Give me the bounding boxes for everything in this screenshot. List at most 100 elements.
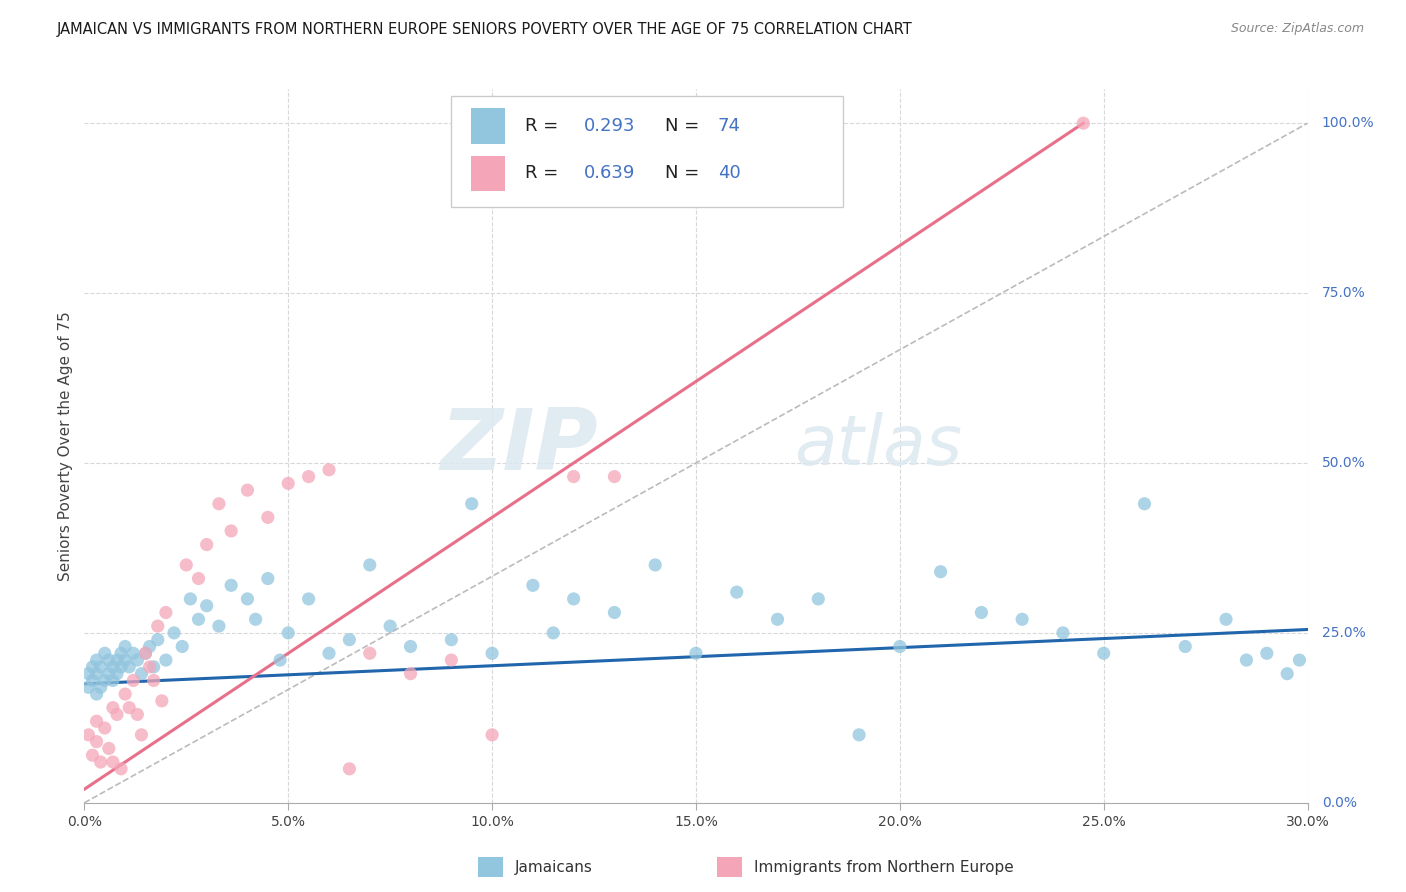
Point: [187, 572, 209, 586]
Point: [889, 640, 911, 654]
Point: [93, 673, 115, 688]
Point: [86, 687, 108, 701]
Text: Jamaicans: Jamaicans: [515, 860, 592, 874]
Point: [339, 762, 360, 776]
Point: [603, 606, 626, 620]
Text: 0.639: 0.639: [583, 164, 634, 182]
Text: Immigrants from Northern Europe: Immigrants from Northern Europe: [754, 860, 1014, 874]
Point: [766, 612, 789, 626]
Point: [118, 660, 141, 674]
Point: [399, 640, 422, 654]
Point: [114, 640, 136, 654]
Point: [110, 660, 132, 674]
Point: [77, 680, 100, 694]
Point: [208, 497, 231, 511]
Point: [1011, 612, 1033, 626]
Point: [163, 626, 186, 640]
Point: [150, 694, 173, 708]
Point: [93, 646, 115, 660]
Point: [135, 646, 157, 660]
Point: [155, 653, 177, 667]
Point: [848, 728, 870, 742]
Point: [114, 653, 136, 667]
Point: [1133, 497, 1156, 511]
Point: [122, 673, 145, 688]
Point: [86, 666, 108, 681]
Point: [1092, 646, 1115, 660]
Point: [101, 673, 124, 688]
Point: [142, 660, 165, 674]
Point: [179, 591, 201, 606]
Point: [127, 653, 149, 667]
Point: [522, 578, 544, 592]
Point: [97, 653, 120, 667]
Point: [142, 673, 165, 688]
Point: [461, 497, 484, 511]
Point: [219, 524, 242, 538]
Text: ZIP: ZIP: [440, 404, 598, 488]
Point: [970, 606, 993, 620]
Point: [1052, 626, 1074, 640]
Point: [146, 632, 169, 647]
Point: [127, 707, 149, 722]
Text: 50.0%: 50.0%: [1322, 456, 1365, 470]
Point: [359, 558, 381, 572]
Point: [77, 666, 100, 681]
Point: [155, 606, 177, 620]
Point: [236, 591, 259, 606]
Bar: [471, 109, 505, 145]
Point: [146, 619, 169, 633]
Point: [236, 483, 259, 498]
Text: 0.0%: 0.0%: [1322, 796, 1357, 810]
Point: [86, 714, 108, 729]
Point: [110, 762, 132, 776]
Point: [90, 680, 112, 694]
Point: [1071, 116, 1094, 130]
Text: 74: 74: [718, 118, 741, 136]
Point: [1288, 653, 1310, 667]
Point: [86, 653, 108, 667]
Text: 75.0%: 75.0%: [1322, 286, 1365, 300]
Point: [114, 687, 136, 701]
Point: [138, 640, 160, 654]
Point: [685, 646, 707, 660]
Point: [603, 469, 626, 483]
Text: 40: 40: [718, 164, 741, 182]
Point: [277, 476, 299, 491]
Point: [543, 626, 565, 640]
Point: [195, 537, 218, 551]
Point: [1275, 666, 1298, 681]
Point: [82, 660, 104, 674]
Point: [172, 640, 194, 654]
Point: [86, 734, 108, 748]
Text: Source: ZipAtlas.com: Source: ZipAtlas.com: [1230, 22, 1364, 36]
Point: [110, 646, 132, 660]
Point: [131, 728, 153, 742]
Text: JAMAICAN VS IMMIGRANTS FROM NORTHERN EUROPE SENIORS POVERTY OVER THE AGE OF 75 C: JAMAICAN VS IMMIGRANTS FROM NORTHERN EUR…: [56, 22, 912, 37]
Point: [1256, 646, 1278, 660]
Point: [97, 741, 120, 756]
Point: [82, 673, 104, 688]
Point: [318, 463, 340, 477]
Point: [105, 666, 128, 681]
Point: [277, 626, 299, 640]
Point: [807, 591, 830, 606]
Point: [77, 728, 100, 742]
Point: [440, 632, 463, 647]
Text: N =: N =: [665, 164, 706, 182]
Point: [399, 666, 422, 681]
Point: [105, 707, 128, 722]
Point: [562, 591, 585, 606]
Point: [257, 510, 280, 524]
FancyBboxPatch shape: [451, 96, 842, 207]
Point: [929, 565, 952, 579]
Point: [97, 666, 120, 681]
Point: [359, 646, 381, 660]
Text: 25.0%: 25.0%: [1322, 626, 1365, 640]
Point: [298, 591, 321, 606]
Point: [481, 728, 503, 742]
Point: [131, 666, 153, 681]
Text: 100.0%: 100.0%: [1322, 116, 1374, 130]
Point: [481, 646, 503, 660]
Point: [269, 653, 291, 667]
